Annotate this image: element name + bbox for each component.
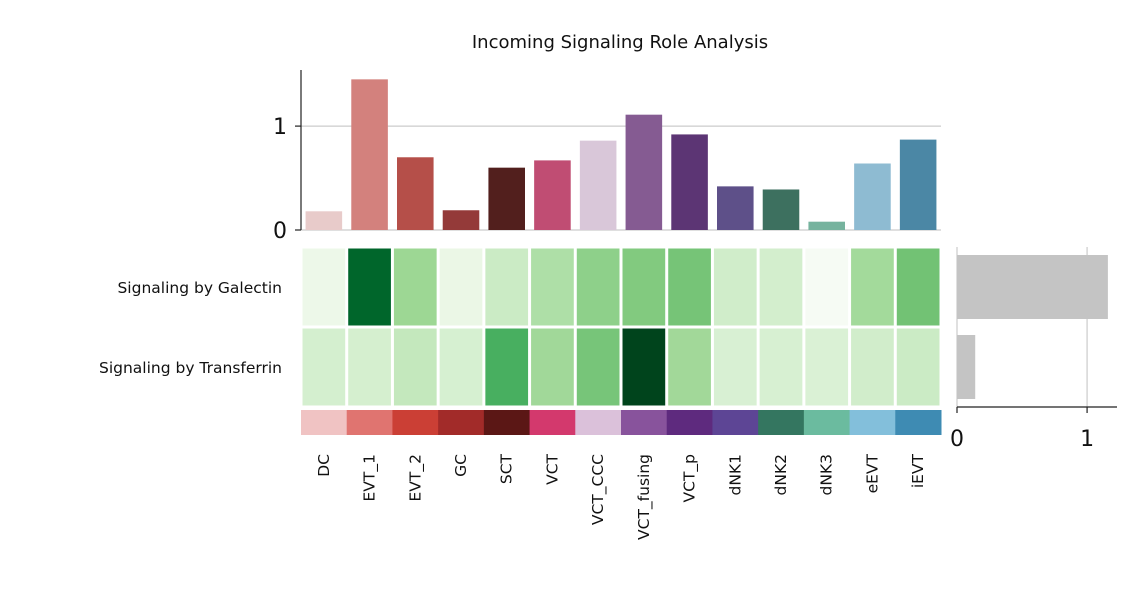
category-color-DC [301,410,348,435]
side-xtick-label: 0 [950,427,964,452]
top-bar-VCT_CCC [579,140,617,230]
heatmap-cell [576,328,620,406]
x-tick-label: DC [315,454,333,477]
heatmap-cell [622,328,666,406]
category-color-eEVT [849,410,896,435]
category-color-dNK1 [712,410,759,435]
row-label: Signaling by Transferrin [99,359,282,377]
top-bar-VCT_p [671,134,708,230]
heatmap-cell [759,328,803,406]
heatmap-cell [439,328,483,406]
chart-title: Incoming Signaling Role Analysis [472,32,768,53]
side-bar-transferrin [957,335,976,399]
heatmap-cell [348,328,391,406]
x-tick-label: VCT [543,453,561,484]
category-color-GC [438,410,485,435]
x-tick-label: VCT_CCC [589,454,608,525]
top-bar-iEVT [899,139,937,230]
heatmap-cell [896,328,940,406]
heatmap-cell [668,248,711,326]
x-tick-label: SCT [498,453,516,484]
top-bar-DC [305,211,343,230]
heatmap-cell [302,328,346,406]
heatmap-cell [531,248,574,326]
top-ytick-label: 0 [273,219,287,244]
heatmap-cell [713,328,757,406]
top-ytick-label: 1 [273,115,287,140]
x-tick-label: VCT_p [681,454,700,502]
heatmap-cell [531,328,574,406]
x-tick-label: dNK3 [818,454,836,495]
category-color-VCT_CCC [575,410,622,435]
x-tick-label: VCT_fusing [635,454,654,540]
top-bar-VCT_fusing [625,114,663,230]
category-color-dNK2 [758,410,805,435]
heatmap-cell [668,328,711,406]
top-bar-EVT_2 [397,157,434,230]
heatmap-cell [713,248,757,326]
top-bar-GC [442,210,480,230]
category-color-dNK3 [803,410,851,435]
x-tick-label: EVT_1 [361,454,380,501]
heatmap-cell [485,328,529,406]
category-color-SCT [483,410,531,435]
top-bar-chart: 01 [273,70,941,244]
heatmap-cell [851,248,894,326]
top-bar-eEVT [854,163,891,230]
heatmap: Signaling by Galectin Signaling by Transf… [99,248,942,540]
heatmap-cell [759,248,803,326]
top-bar-dNK2 [762,189,800,230]
top-bar-EVT_1 [351,79,388,230]
x-tick-label: eEVT [863,453,881,493]
heatmap-cell [348,248,391,326]
heatmap-cell [805,328,849,406]
category-color-VCT_fusing [621,410,668,435]
side-xtick-label: 1 [1080,427,1094,452]
heatmap-cell [393,248,437,326]
category-color-VCT_p [666,410,713,435]
top-bar-SCT [488,167,525,230]
x-tick-label: EVT_2 [406,454,425,501]
category-color-VCT [529,410,576,435]
top-bar-VCT [534,160,571,230]
category-color-EVT_2 [392,410,439,435]
x-tick-label: dNK1 [726,454,744,495]
category-color-iEVT [895,410,942,435]
x-tick-label: iEVT [909,453,927,488]
category-color-EVT_1 [346,410,393,435]
heatmap-cell [805,248,849,326]
heatmap-cell [896,248,940,326]
row-label: Signaling by Galectin [117,279,282,297]
heatmap-cell [439,248,483,326]
x-tick-label: GC [452,454,470,477]
heatmap-cell [485,248,529,326]
heatmap-cell [622,248,666,326]
top-bar-dNK1 [717,186,754,230]
x-tick-label: dNK2 [772,454,790,495]
top-bar-dNK3 [808,221,845,230]
heatmap-cell [393,328,437,406]
heatmap-cell [851,328,894,406]
side-bar-galectin [957,255,1108,319]
heatmap-cell [302,248,346,326]
heatmap-cell [576,248,620,326]
